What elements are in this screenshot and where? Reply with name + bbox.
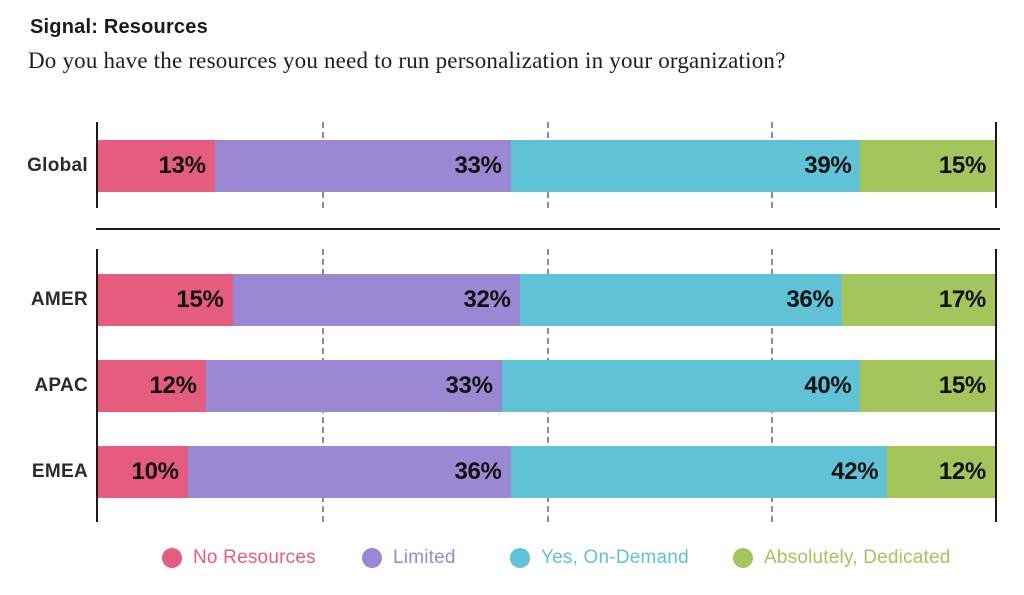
bar-segment-amer-yes-on-demand: 36% bbox=[519, 274, 843, 326]
bar-segment-emea-absolutely-dedicated: 12% bbox=[887, 446, 995, 498]
bar-segment-emea-yes-on-demand: 42% bbox=[510, 446, 888, 498]
bar-segment-apac-no-resources: 12% bbox=[98, 360, 206, 412]
regions-axis-right bbox=[995, 249, 997, 522]
bar-segment-apac-absolutely-dedicated: 15% bbox=[860, 360, 995, 412]
legend-item-limited: Limited bbox=[362, 547, 456, 569]
legend-label: Absolutely, Dedicated bbox=[764, 547, 951, 568]
section-separator-line bbox=[96, 228, 1000, 230]
global-axis-right bbox=[995, 122, 997, 208]
regions-axis-left bbox=[96, 249, 98, 522]
bar-segment-emea-limited: 36% bbox=[187, 446, 511, 498]
segment-value-label: 15% bbox=[938, 152, 986, 179]
bar-segment-global-absolutely-dedicated: 15% bbox=[860, 140, 995, 192]
bar-segment-global-no-resources: 13% bbox=[98, 140, 215, 192]
segment-value-label: 13% bbox=[158, 152, 206, 179]
legend-dot-icon bbox=[162, 548, 182, 568]
bar-segment-apac-yes-on-demand: 40% bbox=[501, 360, 861, 412]
bar-segment-global-yes-on-demand: 39% bbox=[510, 140, 861, 192]
legend-item-yes-on-demand: Yes, On-Demand bbox=[510, 547, 689, 569]
bar-segment-apac-limited: 33% bbox=[205, 360, 502, 412]
segment-value-label: 33% bbox=[454, 152, 502, 179]
bar-segment-amer-absolutely-dedicated: 17% bbox=[842, 274, 995, 326]
row-label-amer: AMER bbox=[30, 289, 88, 310]
segment-value-label: 39% bbox=[804, 152, 852, 179]
row-label-emea: EMEA bbox=[31, 461, 88, 482]
row-label-global: Global bbox=[27, 155, 88, 176]
segment-value-label: 36% bbox=[454, 458, 502, 485]
bar-row-emea: 10% 36% 42% 12% bbox=[98, 446, 995, 498]
segment-value-label: 15% bbox=[938, 372, 986, 399]
bar-row-global: 13% 33% 39% 15% bbox=[98, 140, 995, 192]
segment-value-label: 40% bbox=[804, 372, 852, 399]
legend-item-absolutely-dedicated: Absolutely, Dedicated bbox=[733, 547, 951, 569]
bar-segment-amer-no-resources: 15% bbox=[98, 274, 233, 326]
segment-value-label: 12% bbox=[938, 458, 986, 485]
legend-item-no-resources: No Resources bbox=[162, 547, 316, 569]
legend-dot-icon bbox=[510, 548, 530, 568]
bar-segment-amer-limited: 32% bbox=[232, 274, 520, 326]
segment-value-label: 36% bbox=[786, 286, 834, 313]
bar-row-apac: 12% 33% 40% 15% bbox=[98, 360, 995, 412]
segment-value-label: 10% bbox=[131, 458, 179, 485]
segment-value-label: 32% bbox=[463, 286, 511, 313]
legend-label: Yes, On-Demand bbox=[541, 547, 689, 568]
segment-value-label: 33% bbox=[445, 372, 493, 399]
segment-value-label: 42% bbox=[831, 458, 879, 485]
bar-row-amer: 15% 32% 36% 17% bbox=[98, 274, 995, 326]
chart-subtitle: Do you have the resources you need to ru… bbox=[28, 48, 786, 73]
legend-label: Limited bbox=[393, 547, 456, 568]
bar-segment-emea-no-resources: 10% bbox=[98, 446, 188, 498]
legend-dot-icon bbox=[362, 548, 382, 568]
segment-value-label: 15% bbox=[176, 286, 224, 313]
global-axis-left bbox=[96, 122, 98, 208]
row-label-apac: APAC bbox=[34, 375, 88, 396]
legend-dot-icon bbox=[733, 548, 753, 568]
bar-segment-global-limited: 33% bbox=[214, 140, 511, 192]
segment-value-label: 17% bbox=[938, 286, 986, 313]
segment-value-label: 12% bbox=[149, 372, 197, 399]
legend-label: No Resources bbox=[193, 547, 316, 568]
chart-title: Signal: Resources bbox=[30, 16, 208, 38]
